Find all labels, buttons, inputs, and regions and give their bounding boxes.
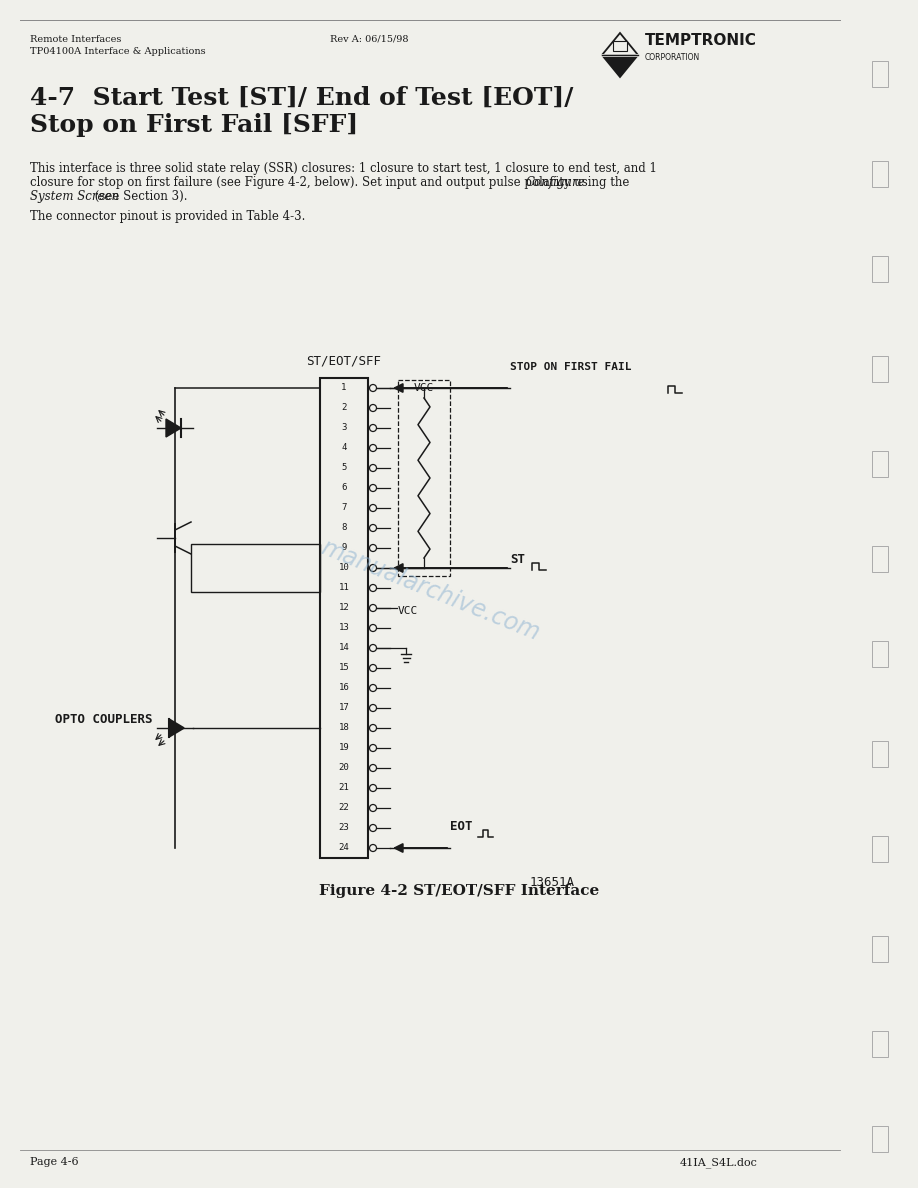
- Bar: [872, 255, 888, 282]
- Text: VCC: VCC: [398, 606, 419, 617]
- Bar: [191, 544, 320, 592]
- Text: 3: 3: [341, 423, 347, 432]
- Text: 22: 22: [339, 803, 350, 813]
- Bar: [872, 936, 888, 962]
- Text: closure for stop on first failure (see Figure 4-2, below). Set input and output : closure for stop on first failure (see F…: [30, 176, 633, 189]
- Bar: [872, 836, 888, 862]
- Text: 16: 16: [339, 683, 350, 693]
- Text: TP04100A Interface & Applications: TP04100A Interface & Applications: [30, 48, 206, 56]
- Text: 13651A: 13651A: [530, 876, 575, 889]
- Text: Stop on First Fail [SFF]: Stop on First Fail [SFF]: [30, 113, 358, 137]
- Text: Rev A: 06/15/98: Rev A: 06/15/98: [330, 34, 409, 44]
- Text: 23: 23: [339, 823, 350, 833]
- Text: VCC: VCC: [414, 383, 434, 393]
- Text: 7: 7: [341, 504, 347, 512]
- Text: manualarchive.com: manualarchive.com: [317, 535, 543, 645]
- Text: 5: 5: [341, 463, 347, 473]
- Text: 13: 13: [339, 624, 350, 632]
- Text: 2: 2: [341, 404, 347, 412]
- Text: 17: 17: [339, 703, 350, 713]
- Text: This interface is three solid state relay (SSR) closures: 1 closure to start tes: This interface is three solid state rela…: [30, 162, 657, 175]
- Text: CORPORATION: CORPORATION: [645, 53, 700, 62]
- Bar: [398, 380, 450, 576]
- Text: 12: 12: [339, 604, 350, 613]
- Text: The connector pinout is provided in Table 4-3.: The connector pinout is provided in Tabl…: [30, 210, 306, 223]
- Text: (see Section 3).: (see Section 3).: [92, 190, 188, 203]
- Text: STOP ON FIRST FAIL: STOP ON FIRST FAIL: [510, 362, 632, 372]
- Text: 1: 1: [341, 384, 347, 392]
- Text: 14: 14: [339, 644, 350, 652]
- Text: 9: 9: [341, 543, 347, 552]
- Bar: [613, 42, 627, 51]
- Bar: [872, 162, 888, 187]
- Text: 11: 11: [339, 583, 350, 593]
- Text: 15: 15: [339, 664, 350, 672]
- Text: 24: 24: [339, 843, 350, 853]
- Bar: [320, 378, 368, 858]
- Text: 4: 4: [341, 443, 347, 453]
- Text: 21: 21: [339, 784, 350, 792]
- Text: 8: 8: [341, 524, 347, 532]
- Text: 10: 10: [339, 563, 350, 573]
- Text: 41IA_S4L.doc: 41IA_S4L.doc: [680, 1157, 758, 1168]
- Bar: [872, 741, 888, 767]
- Bar: [872, 61, 888, 87]
- Text: 4-7  Start Test [ST]/ End of Test [EOT]/: 4-7 Start Test [ST]/ End of Test [EOT]/: [30, 86, 574, 110]
- Bar: [872, 356, 888, 383]
- Text: 20: 20: [339, 764, 350, 772]
- Text: EOT: EOT: [450, 820, 473, 833]
- Text: Configure: Configure: [526, 176, 586, 189]
- Bar: [872, 1126, 888, 1152]
- Text: OPTO COUPLERS: OPTO COUPLERS: [55, 713, 152, 726]
- Bar: [872, 451, 888, 478]
- Polygon shape: [602, 55, 638, 77]
- Text: System Screen: System Screen: [30, 190, 119, 203]
- Polygon shape: [169, 719, 184, 737]
- Text: Figure 4-2 ST/EOT/SFF Interface: Figure 4-2 ST/EOT/SFF Interface: [319, 884, 599, 898]
- Bar: [872, 1031, 888, 1057]
- Text: Page 4-6: Page 4-6: [30, 1157, 79, 1167]
- Text: 19: 19: [339, 744, 350, 752]
- Text: ST/EOT/SFF: ST/EOT/SFF: [307, 355, 382, 368]
- Text: Remote Interfaces: Remote Interfaces: [30, 34, 121, 44]
- Text: 18: 18: [339, 723, 350, 733]
- Bar: [872, 642, 888, 666]
- Text: ST: ST: [510, 552, 525, 565]
- Bar: [872, 546, 888, 571]
- Text: 6: 6: [341, 484, 347, 493]
- Polygon shape: [166, 419, 181, 437]
- Text: TEMPTRONIC: TEMPTRONIC: [645, 33, 756, 48]
